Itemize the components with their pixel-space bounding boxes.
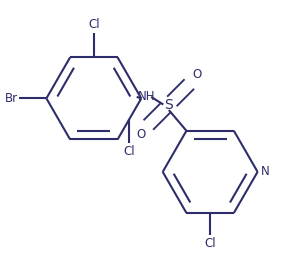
- Text: S: S: [164, 98, 173, 111]
- Text: N: N: [261, 165, 270, 178]
- Text: O: O: [136, 128, 145, 141]
- Text: Cl: Cl: [88, 18, 100, 31]
- Text: Cl: Cl: [204, 237, 216, 249]
- Text: O: O: [192, 68, 202, 81]
- Text: Br: Br: [5, 92, 18, 105]
- Text: NH: NH: [138, 90, 156, 103]
- Text: Cl: Cl: [124, 145, 135, 158]
